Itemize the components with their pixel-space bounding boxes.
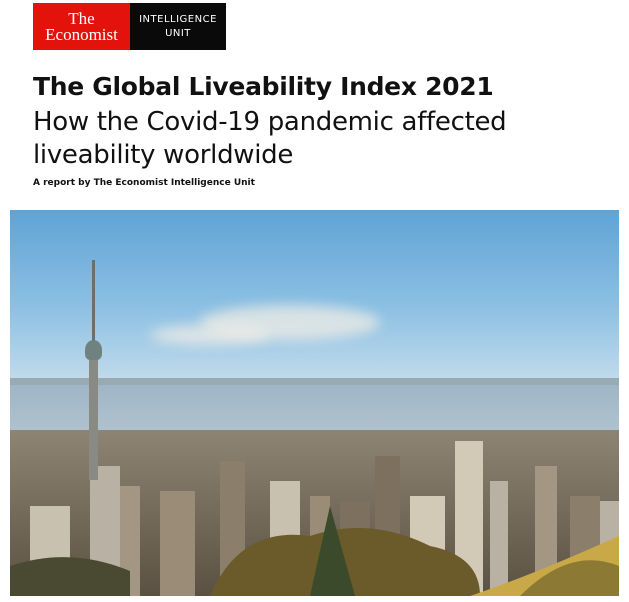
- subtitle-line2: liveability worldwide: [33, 140, 294, 170]
- sky-tower: [92, 260, 95, 360]
- report-byline: A report by The Economist Intelligence U…: [33, 178, 255, 188]
- logo-line1: The: [68, 8, 95, 28]
- foreground-trees: [10, 506, 619, 596]
- report-title: The Global Liveability Index 2021: [33, 72, 494, 101]
- economist-logo: The Economist: [33, 3, 130, 50]
- unit-line2: UNIT: [165, 27, 191, 39]
- economist-intelligence-unit-logo: The Economist INTELLIGENCE UNIT: [33, 3, 226, 50]
- report-subtitle: How the Covid-19 pandemic affected livea…: [33, 106, 507, 172]
- intelligence-unit-label: INTELLIGENCE UNIT: [130, 3, 226, 50]
- unit-line1: INTELLIGENCE: [139, 13, 217, 25]
- cover-photo-city-skyline: [10, 210, 619, 596]
- building: [120, 486, 140, 596]
- building: [490, 481, 508, 596]
- subtitle-line1: How the Covid-19 pandemic affected: [33, 107, 507, 137]
- logo-line2: Economist: [45, 24, 118, 44]
- building: [160, 491, 195, 596]
- building: [535, 466, 557, 596]
